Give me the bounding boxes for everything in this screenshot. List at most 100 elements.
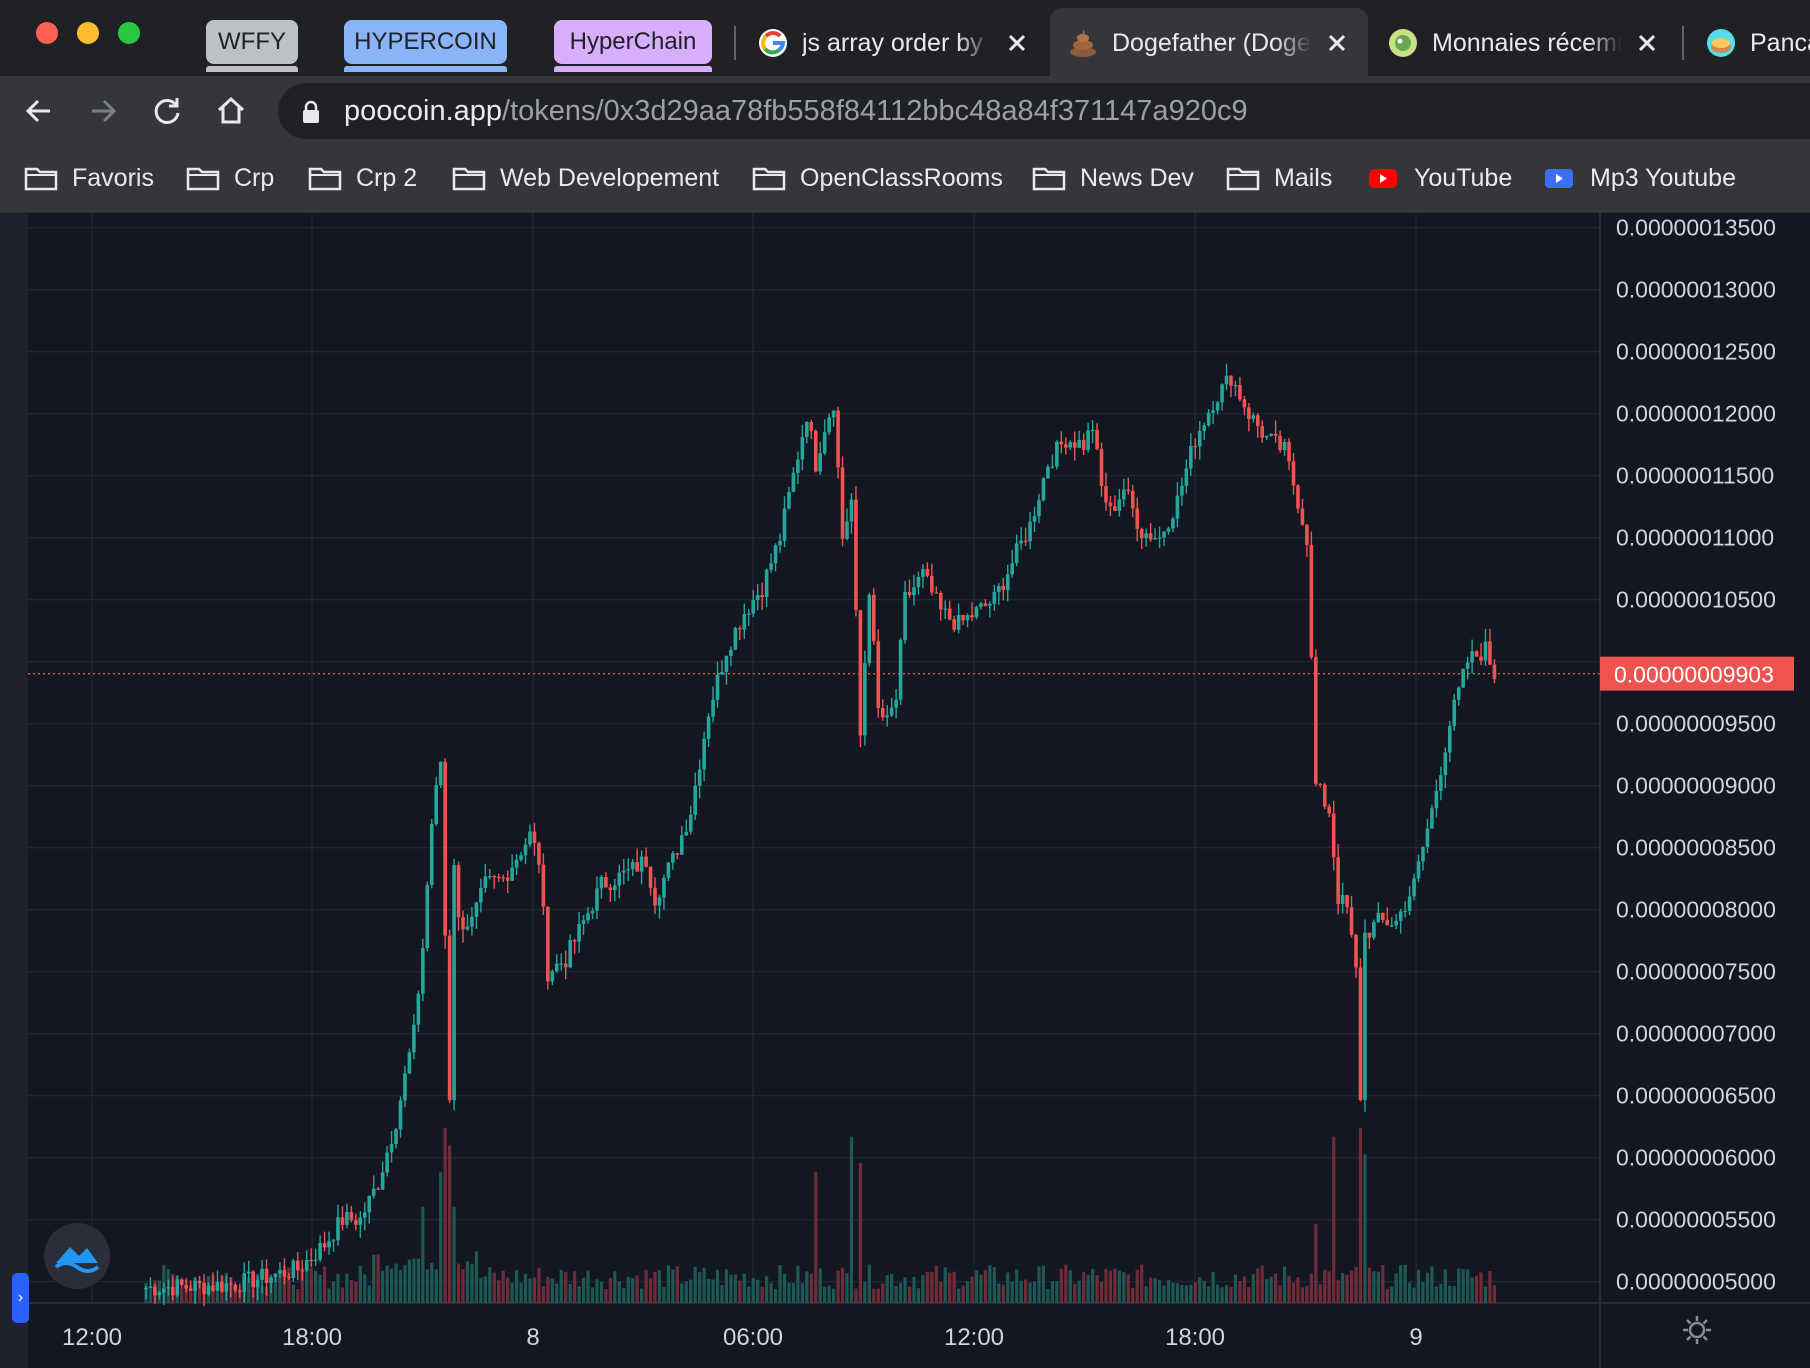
volume-bar [247, 1277, 251, 1303]
candle-body [1443, 752, 1448, 776]
volume-bar [992, 1267, 996, 1303]
volume-bar [1028, 1282, 1032, 1303]
chart-menu-button[interactable] [44, 1223, 110, 1289]
volume-bar [698, 1272, 702, 1303]
candle-body [1010, 563, 1015, 575]
volume-bar [1457, 1268, 1461, 1303]
volume-bar [581, 1277, 586, 1303]
volume-bar [1032, 1281, 1037, 1303]
candle-body [144, 1288, 148, 1290]
tab-group-hypercoin[interactable]: HYPERCOIN [344, 20, 507, 72]
close-window-button[interactable] [36, 22, 58, 44]
last-price-label-bg [1600, 656, 1794, 691]
volume-bar [1452, 1286, 1456, 1303]
candle-body [523, 844, 528, 856]
candle-body [952, 619, 956, 630]
volume-bar [983, 1270, 988, 1303]
volume-bar [622, 1288, 626, 1303]
candle-body [1345, 895, 1349, 908]
folder-icon [308, 167, 342, 191]
browser-toolbar: poocoin.app/tokens/0x3d29aa78fb558f84112… [0, 76, 1810, 146]
volume-bar [1399, 1265, 1403, 1303]
tab-group-wffy[interactable]: WFFY [206, 20, 298, 72]
candle-body [791, 472, 796, 492]
volume-bar [1055, 1281, 1059, 1303]
minimize-window-button[interactable] [77, 22, 99, 44]
volume-bar [537, 1267, 541, 1303]
candle-body [1122, 489, 1126, 500]
candle-body [1175, 495, 1180, 519]
volume-bar [898, 1282, 903, 1303]
candle-body [541, 864, 546, 907]
candle-body [1005, 574, 1010, 590]
candle-body [760, 595, 764, 597]
candle-body [706, 716, 711, 739]
close-tab-icon[interactable] [1004, 30, 1030, 56]
volume-bar [863, 1281, 867, 1303]
volume-bar [1483, 1286, 1488, 1303]
volume-bar [648, 1278, 653, 1303]
candle-body [849, 499, 854, 522]
candle-body [1113, 506, 1117, 511]
tab-monnaies[interactable]: Monnaies récemment [1370, 8, 1678, 76]
tab-title: Dogefather (Doge [1112, 29, 1311, 57]
maximize-window-button[interactable] [118, 22, 140, 44]
candle-body [260, 1268, 264, 1280]
close-tab-icon[interactable] [1324, 30, 1350, 56]
volume-bar [514, 1269, 519, 1303]
volume-bar [1113, 1268, 1117, 1303]
tab-dogefather[interactable]: Dogefather (Doge [1050, 8, 1368, 76]
volume-bar [403, 1265, 407, 1303]
candle-body [1157, 537, 1162, 539]
candlestick-chart[interactable]: 0.00000009903 0.00000013500 0.00000013000 0… [0, 213, 1810, 1368]
volume-bar [519, 1282, 523, 1303]
volume-bar [1474, 1275, 1479, 1303]
volume-bar [907, 1286, 912, 1303]
sidebar-toggle-handle[interactable]: › [12, 1273, 29, 1323]
candle-body [1474, 651, 1479, 657]
y-axis-tick-label: 0.00000009000 [1616, 773, 1776, 799]
volume-bar [1425, 1272, 1430, 1303]
bookmark-label: YouTube [1414, 164, 1513, 192]
volume-bar [644, 1269, 648, 1303]
back-arrow-icon[interactable] [18, 90, 60, 132]
volume-bar [970, 1276, 974, 1303]
candle-body [1372, 922, 1376, 938]
candle-body [921, 569, 925, 577]
folder-icon [24, 167, 58, 191]
gear-icon[interactable] [1680, 1313, 1714, 1347]
price-chart-panel[interactable]: 0.00000009903 0.00000013500 0.00000013000 0… [0, 213, 1810, 1368]
candle-body [429, 824, 434, 885]
volume-bar [1135, 1269, 1139, 1303]
candle-body [452, 865, 456, 1101]
lock-icon[interactable] [300, 100, 322, 124]
candle-body [1287, 441, 1291, 462]
close-tab-icon[interactable] [1634, 30, 1660, 56]
volume-bar [1278, 1285, 1282, 1303]
candle-body [345, 1211, 349, 1225]
address-bar[interactable]: poocoin.app/tokens/0x3d29aa78fb558f84112… [278, 83, 1810, 139]
tab-pancake[interactable]: Pancake [1688, 8, 1810, 76]
volume-bar [381, 1271, 385, 1303]
candle-body [1349, 907, 1354, 935]
candle-body [461, 917, 465, 930]
volume-bar [782, 1273, 787, 1303]
candle-body [215, 1281, 220, 1291]
tab-group-hyperchain[interactable]: HyperChain [554, 20, 712, 72]
candle-body [916, 576, 921, 588]
candle-body [313, 1259, 318, 1261]
candle-body [537, 842, 541, 865]
volume-bar [1202, 1280, 1206, 1303]
tab-js-array[interactable]: js array order by [740, 8, 1048, 76]
volume-bar [1157, 1279, 1162, 1303]
volume-bar [974, 1270, 979, 1303]
reload-icon[interactable] [146, 90, 188, 132]
candle-body [1327, 806, 1332, 814]
candle-body [581, 920, 586, 924]
candle-body [403, 1073, 407, 1101]
url-text[interactable]: poocoin.app/tokens/0x3d29aa78fb558f84112… [344, 83, 1248, 139]
candle-body [1296, 485, 1300, 509]
candle-body [1032, 516, 1037, 522]
home-icon[interactable] [210, 90, 252, 132]
forward-arrow-icon[interactable] [82, 90, 124, 132]
